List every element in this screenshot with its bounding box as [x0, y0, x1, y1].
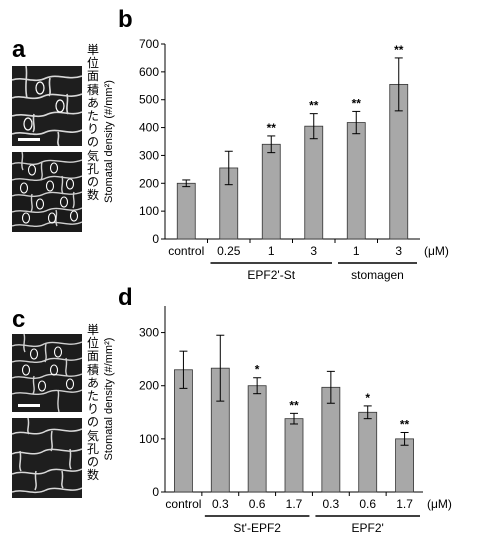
side-label-char: の — [86, 415, 99, 430]
y-axis-label: Stomatal density (#/mm²) — [103, 80, 115, 203]
y-tick-label: 400 — [139, 121, 159, 135]
x-tick-label: 3 — [310, 244, 317, 258]
group-label: stomagen — [351, 268, 404, 282]
bar — [176, 182, 196, 240]
micrograph-a-bottom — [12, 152, 82, 232]
side-label-char: 積 — [86, 82, 99, 97]
y-tick-label: 0 — [152, 485, 159, 499]
group-label: EPF2' — [352, 521, 384, 535]
side-label-char: り — [86, 122, 99, 137]
y-tick-label: 0 — [152, 232, 159, 246]
side-label-char: 面 — [86, 69, 99, 84]
side-label-char: 単 — [86, 323, 99, 337]
side-label-char: 気 — [86, 148, 99, 163]
unit-label: (μM) — [427, 497, 452, 511]
y-tick-label: 700 — [139, 37, 159, 51]
side-label-char: 気 — [86, 428, 99, 443]
side-label-char: 積 — [86, 362, 99, 377]
micrograph-c-bottom — [12, 418, 82, 498]
x-tick-label: 1.7 — [286, 497, 303, 511]
bar — [174, 369, 193, 493]
significance-mark: ** — [289, 398, 299, 412]
bar — [284, 418, 304, 493]
y-tick-label: 200 — [139, 176, 159, 190]
x-tick-label: control — [165, 497, 201, 511]
y-tick-label: 300 — [139, 148, 159, 162]
x-tick-label: 1 — [353, 244, 360, 258]
side-label-char: あ — [86, 375, 99, 390]
significance-mark: * — [365, 391, 370, 405]
bar — [261, 143, 281, 240]
side-label-char: 孔 — [86, 161, 99, 176]
unit-label: (μM) — [424, 244, 449, 258]
significance-mark: ** — [309, 99, 319, 113]
side-label-char: の — [86, 135, 99, 150]
side-label-char: 単 — [86, 43, 99, 57]
side-label-char: た — [86, 389, 99, 404]
bar — [210, 367, 230, 493]
x-tick-label: 0.3 — [212, 497, 229, 511]
y-tick-label: 500 — [139, 93, 159, 107]
y-tick-label: 600 — [139, 65, 159, 79]
side-label-char: の — [86, 455, 99, 470]
bar — [395, 438, 414, 493]
y-tick-label: 100 — [139, 432, 159, 446]
side-label-char: た — [86, 109, 99, 124]
x-tick-label: 0.25 — [217, 244, 241, 258]
micrograph-a-top — [12, 66, 82, 146]
bar — [346, 122, 366, 240]
side-label-density-d: 単位面積あたりの気孔の数 — [86, 323, 100, 483]
group-label: EPF2'-St — [247, 268, 295, 282]
significance-mark: ** — [400, 417, 410, 431]
panel-letter-a: a — [12, 36, 26, 63]
side-label-char: の — [86, 175, 99, 190]
bar — [304, 125, 324, 240]
panel-letter-c: c — [12, 306, 26, 333]
panel-letter-b: b — [118, 6, 133, 33]
bar — [389, 83, 409, 240]
x-tick-label: 3 — [395, 244, 402, 258]
side-label-char: り — [86, 402, 99, 417]
significance-mark: ** — [267, 121, 277, 135]
side-label-char: 位 — [86, 336, 99, 351]
side-label-char: 孔 — [86, 441, 99, 456]
y-tick-label: 100 — [139, 204, 159, 218]
side-label-density-b: 単位面積あたりの気孔の数 — [86, 43, 100, 203]
x-tick-label: 0.6 — [359, 497, 376, 511]
group-label: St'-EPF2 — [233, 521, 281, 535]
bar — [247, 385, 267, 493]
bar — [321, 386, 341, 493]
y-tick-label: 300 — [139, 326, 159, 340]
significance-mark: * — [255, 363, 260, 377]
significance-mark: ** — [394, 43, 404, 57]
side-label-char: 数 — [86, 468, 99, 483]
micrograph-c-top — [12, 334, 82, 412]
y-axis-label: Stomatal density (#/mm²) — [103, 338, 115, 461]
y-tick-label: 200 — [139, 379, 159, 393]
x-tick-label: 1.7 — [396, 497, 413, 511]
bar — [358, 411, 378, 493]
side-label-char: 面 — [86, 349, 99, 364]
panel-letter-d: d — [118, 284, 133, 311]
x-tick-label: 0.6 — [249, 497, 266, 511]
side-label-char: 数 — [86, 188, 99, 203]
x-tick-label: 0.3 — [323, 497, 340, 511]
bar — [219, 167, 239, 240]
significance-mark: ** — [352, 96, 362, 110]
x-tick-label: 1 — [268, 244, 275, 258]
side-label-char: 位 — [86, 56, 99, 71]
x-tick-label: control — [168, 244, 204, 258]
side-label-char: あ — [86, 95, 99, 110]
